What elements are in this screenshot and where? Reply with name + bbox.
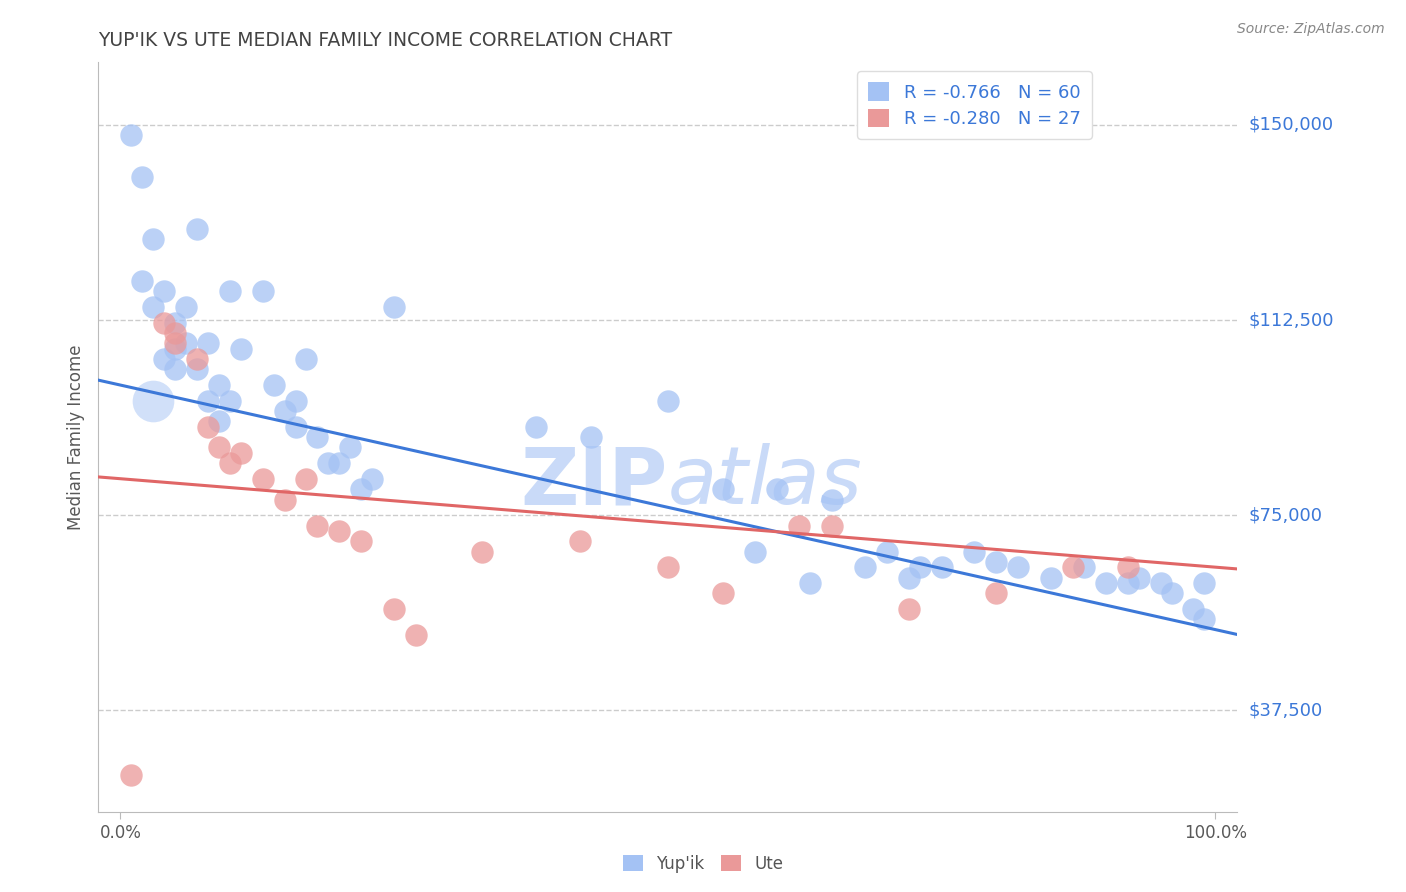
Text: $37,500: $37,500 [1249, 701, 1323, 719]
Y-axis label: Median Family Income: Median Family Income [66, 344, 84, 530]
Point [131, 169, 153, 184]
Point [318, 456, 340, 470]
Point [931, 560, 953, 574]
Point [218, 285, 240, 299]
Point [1149, 575, 1171, 590]
Point [165, 336, 187, 351]
Point [1182, 602, 1205, 616]
Point [1007, 560, 1029, 574]
Point [787, 518, 810, 533]
Point [307, 518, 329, 533]
Point [963, 544, 986, 558]
Point [471, 544, 494, 558]
Point [350, 534, 373, 549]
Point [186, 222, 208, 236]
Point [853, 560, 876, 574]
Point [120, 128, 142, 143]
Point [252, 472, 274, 486]
Point [382, 300, 405, 314]
Point [208, 414, 231, 428]
Point [908, 560, 931, 574]
Point [218, 393, 240, 408]
Point [1040, 571, 1063, 585]
Point [711, 586, 734, 600]
Point [1116, 575, 1139, 590]
Point [897, 571, 920, 585]
Point [1194, 612, 1216, 626]
Point [208, 441, 231, 455]
Point [295, 472, 318, 486]
Point [153, 316, 176, 330]
Point [657, 560, 679, 574]
Point [197, 393, 219, 408]
Point [165, 362, 187, 376]
Point [1128, 571, 1150, 585]
Point [174, 336, 197, 351]
Text: ZIP: ZIP [520, 443, 668, 521]
Point [284, 393, 307, 408]
Point [295, 351, 318, 366]
Text: YUP'IK VS UTE MEDIAN FAMILY INCOME CORRELATION CHART: YUP'IK VS UTE MEDIAN FAMILY INCOME CORRE… [98, 30, 672, 50]
Point [273, 492, 295, 507]
Point [382, 602, 405, 616]
Point [766, 482, 789, 496]
Point [120, 768, 142, 782]
Point [307, 430, 329, 444]
Point [1073, 560, 1095, 574]
Point [986, 555, 1008, 569]
Point [799, 575, 821, 590]
Point [229, 342, 252, 356]
Point [339, 441, 361, 455]
Text: $112,500: $112,500 [1249, 311, 1334, 329]
Point [350, 482, 373, 496]
Point [174, 300, 197, 314]
Point [165, 342, 187, 356]
Point [328, 524, 350, 538]
Point [897, 602, 920, 616]
Legend: R = -0.766   N = 60, R = -0.280   N = 27: R = -0.766 N = 60, R = -0.280 N = 27 [856, 71, 1091, 139]
Text: atlas: atlas [668, 443, 863, 521]
Point [1062, 560, 1084, 574]
Point [165, 316, 187, 330]
Point [569, 534, 592, 549]
Point [579, 430, 602, 444]
Point [1160, 586, 1182, 600]
Point [252, 285, 274, 299]
Point [876, 544, 898, 558]
Text: $75,000: $75,000 [1249, 506, 1323, 524]
Point [186, 362, 208, 376]
Point [821, 492, 844, 507]
Point [1194, 575, 1216, 590]
Point [186, 351, 208, 366]
Point [821, 518, 844, 533]
Text: $150,000: $150,000 [1249, 116, 1333, 134]
Point [197, 336, 219, 351]
Point [711, 482, 734, 496]
Point [142, 232, 165, 246]
Text: Source: ZipAtlas.com: Source: ZipAtlas.com [1237, 22, 1385, 37]
Point [361, 472, 384, 486]
Point [208, 378, 231, 392]
Point [229, 446, 252, 460]
Point [328, 456, 350, 470]
Point [153, 285, 176, 299]
Point [657, 393, 679, 408]
Point [1116, 560, 1139, 574]
Point [526, 419, 548, 434]
Point [1095, 575, 1118, 590]
Point [273, 404, 295, 418]
Point [986, 586, 1008, 600]
Legend: Yup'ik, Ute: Yup'ik, Ute [616, 848, 790, 880]
Point [218, 456, 240, 470]
Point [405, 628, 427, 642]
Point [131, 274, 153, 288]
Point [142, 300, 165, 314]
Point [165, 326, 187, 340]
Point [142, 393, 165, 408]
Point [284, 419, 307, 434]
Point [263, 378, 285, 392]
Point [744, 544, 766, 558]
Point [197, 419, 219, 434]
Point [153, 351, 176, 366]
